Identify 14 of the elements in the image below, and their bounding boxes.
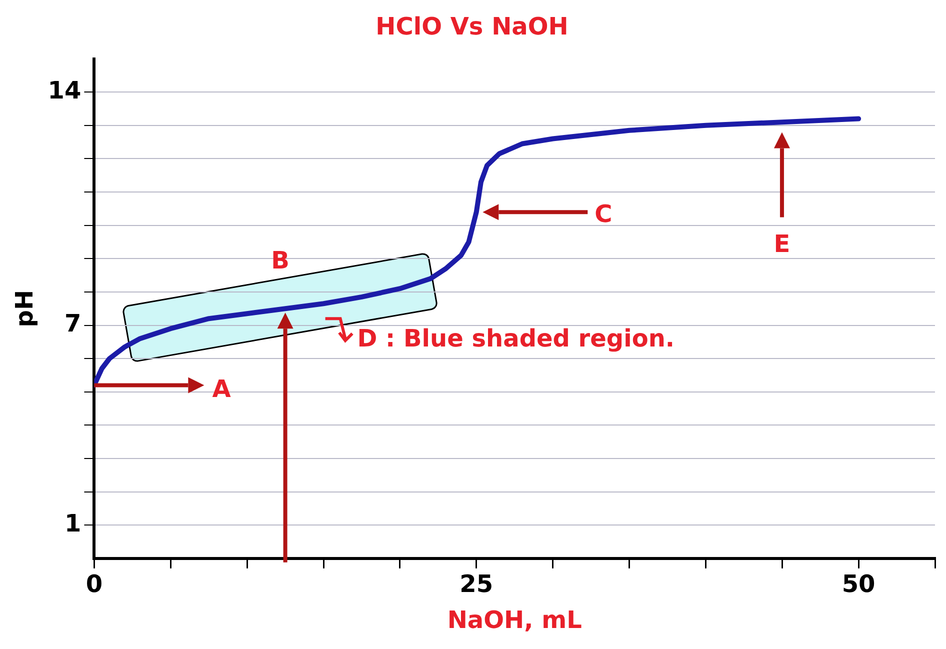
annotation: E xyxy=(774,230,790,258)
y-tick-label: 1 xyxy=(64,509,82,538)
x-tick-label: 25 xyxy=(460,570,494,598)
annotation: B xyxy=(271,246,290,275)
y-tick-label: 7 xyxy=(64,309,82,338)
annotation: A xyxy=(212,375,232,404)
annotation: D : Blue shaded region. xyxy=(357,324,675,353)
x-tick-label: 50 xyxy=(842,570,876,598)
x-tick-label: 0 xyxy=(86,570,103,598)
y-axis-title: pH xyxy=(10,290,39,328)
chart-title: HClO Vs NaOH xyxy=(376,12,568,41)
y-tick-label: 14 xyxy=(48,76,82,104)
x-axis-title: NaOH, mL xyxy=(447,606,582,634)
annotation: C xyxy=(594,200,612,228)
